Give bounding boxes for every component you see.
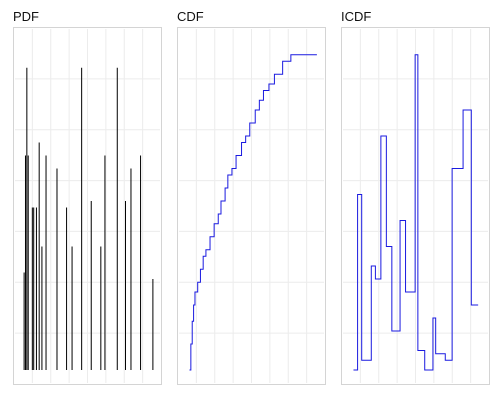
cdf-series	[189, 54, 317, 371]
icdf-title: ICDF	[341, 9, 371, 24]
pdf-title: PDF	[13, 9, 39, 24]
icdf-panel: ICDF	[341, 9, 490, 385]
cdf-step-line	[189, 54, 317, 371]
cdf-title: CDF	[177, 9, 204, 24]
pdf-spikes	[23, 67, 154, 370]
icdf-step-line	[353, 54, 479, 371]
cdf-panel: CDF	[177, 9, 326, 385]
icdf-series	[353, 54, 479, 371]
cdf-grid	[179, 29, 324, 383]
pdf-panel: PDF	[13, 9, 162, 385]
